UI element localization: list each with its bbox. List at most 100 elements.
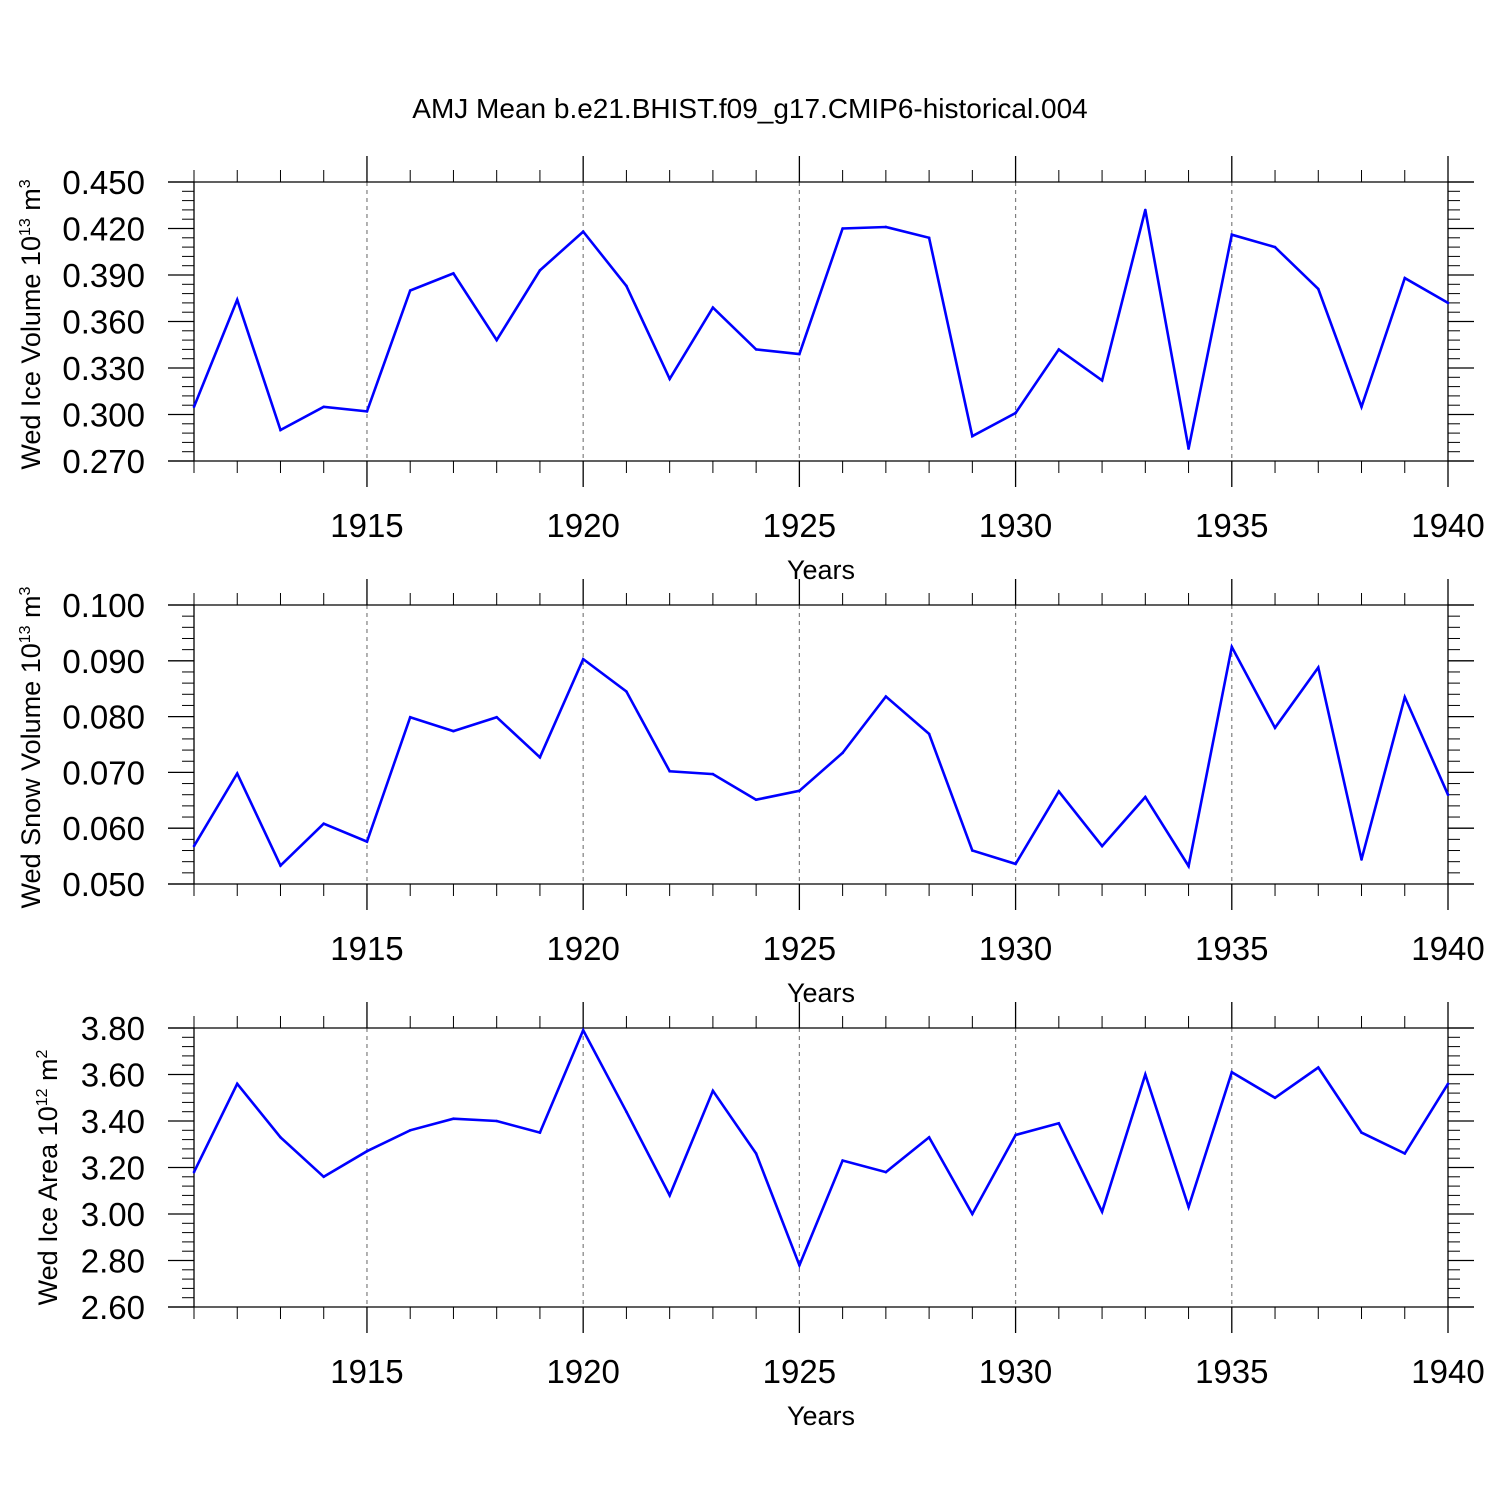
data-point <box>581 1029 585 1032</box>
data-point <box>1100 1210 1104 1213</box>
ytick-label: 0.420 <box>62 211 145 248</box>
data-point <box>365 1149 369 1153</box>
data-point <box>235 1082 239 1086</box>
ytick-label: 0.300 <box>62 397 145 434</box>
ytick-label: 0.070 <box>62 754 145 791</box>
data-point <box>798 789 801 793</box>
data-point <box>1187 1205 1190 1209</box>
data-point <box>1014 862 1017 866</box>
ytick-label: 3.20 <box>81 1150 145 1187</box>
data-point <box>971 849 974 852</box>
data-point <box>625 284 628 288</box>
data-point <box>1316 1066 1320 1069</box>
data-point <box>1100 379 1104 382</box>
xtick-label: 1915 <box>330 1353 403 1390</box>
xtick-label: 1935 <box>1195 1353 1268 1390</box>
data-point <box>1316 666 1320 669</box>
xtick-label: 1915 <box>330 507 403 544</box>
data-point <box>1360 405 1363 409</box>
data-point <box>711 772 715 776</box>
xtick-label: 1940 <box>1411 507 1484 544</box>
data-point <box>754 1152 758 1155</box>
data-point <box>495 715 498 719</box>
ytick-label: 2.80 <box>81 1243 145 1280</box>
data-point <box>322 822 326 826</box>
y-axis-title: Wed Snow Volume 1013 m3 <box>16 586 46 908</box>
series-line-snow-volume <box>192 643 1450 870</box>
ytick-label: 3.00 <box>81 1196 145 1233</box>
data-point <box>322 405 326 409</box>
xtick-label: 1925 <box>763 507 836 544</box>
data-point <box>581 657 585 661</box>
data-point <box>495 1119 498 1123</box>
data-point <box>538 1131 542 1134</box>
ytick-label: 0.060 <box>62 810 145 847</box>
data-point <box>711 306 715 309</box>
data-point <box>668 1194 671 1197</box>
ytick-label: 0.270 <box>62 443 145 480</box>
data-point <box>1403 695 1407 699</box>
data-point <box>841 1159 844 1162</box>
data-point <box>1014 411 1017 415</box>
data-point <box>581 230 585 233</box>
data-point <box>1057 1122 1061 1125</box>
data-point <box>408 289 412 292</box>
data-point <box>1273 726 1277 730</box>
data-point <box>235 772 239 775</box>
y-axis-title-superscript: 13 <box>17 218 34 236</box>
data-point <box>235 298 239 302</box>
y-axis-title-superscript: 2 <box>34 1049 51 1058</box>
xtick-label: 1930 <box>979 930 1052 967</box>
y-axis-title-superscript: 13 <box>17 625 34 643</box>
xtick-label: 1920 <box>546 507 619 544</box>
data-point <box>192 405 196 409</box>
xtick-label: 1925 <box>763 1353 836 1390</box>
data-point <box>1100 844 1104 848</box>
data-point <box>927 236 931 240</box>
x-axis-title: Years <box>787 978 855 1008</box>
data-point <box>668 377 671 381</box>
ytick-label: 3.80 <box>81 1010 145 1047</box>
data-point <box>1144 795 1147 799</box>
panel-ice-volume: 0.270 0.300 0.330 0.360 0.390 0.420 0.450 1915 1… <box>16 156 1485 585</box>
data-point <box>884 225 888 229</box>
data-point <box>279 428 282 432</box>
data-point <box>1014 1133 1017 1137</box>
series-line-ice-area <box>192 1027 1450 1269</box>
data-point <box>1403 276 1407 280</box>
ytick-label: 0.080 <box>62 699 145 736</box>
xtick-label: 1920 <box>546 1353 619 1390</box>
data-point <box>668 769 671 773</box>
xtick-label: 1925 <box>763 930 836 967</box>
data-point <box>538 756 542 759</box>
data-point <box>452 272 455 275</box>
data-point <box>1057 790 1061 793</box>
data-point <box>971 1212 974 1216</box>
data-point <box>1360 858 1363 861</box>
data-point <box>927 1135 931 1139</box>
y-axis-title-superscript: 12 <box>34 1088 51 1106</box>
data-point <box>452 729 455 733</box>
ytick-label: 0.360 <box>62 304 145 341</box>
data-point <box>1316 287 1320 291</box>
data-point <box>711 1089 715 1093</box>
series-line-ice-volume <box>192 209 1449 449</box>
ytick-label: 2.60 <box>81 1289 145 1326</box>
data-point <box>841 227 844 230</box>
ytick-label: 0.330 <box>62 350 145 387</box>
data-point <box>1187 864 1190 868</box>
data-point <box>798 352 801 356</box>
y-axis-title: Wed Ice Volume 1013 m3 <box>16 179 46 469</box>
ytick-label: 0.390 <box>62 257 145 294</box>
ytick-label: 3.40 <box>81 1103 145 1140</box>
ytick-label: 0.050 <box>62 866 145 903</box>
data-point <box>625 1110 628 1113</box>
ytick-label: 0.100 <box>62 587 145 624</box>
y-axis-title-part: Wed Ice Area 10 <box>33 1106 63 1305</box>
data-point <box>927 732 931 736</box>
data-point <box>365 410 369 413</box>
data-point <box>1230 233 1234 236</box>
xtick-label: 1940 <box>1411 1353 1484 1390</box>
panel-ice-area: 2.60 2.80 3.00 3.20 3.40 3.60 3.80 1915 1920 1925… <box>33 1002 1485 1431</box>
